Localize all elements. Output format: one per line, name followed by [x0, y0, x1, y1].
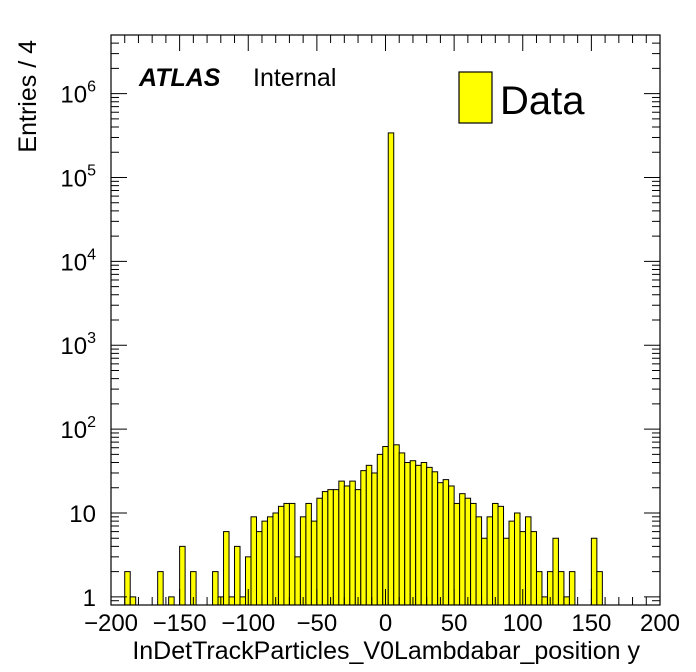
histogram-bar: [448, 485, 455, 606]
y-axis-ticks: [111, 34, 660, 606]
histogram-bar: [212, 571, 219, 606]
histogram-bar: [261, 520, 268, 606]
histogram-bar: [481, 537, 488, 606]
histogram-bar: [332, 489, 340, 606]
y-tick-label: 10: [69, 501, 96, 528]
histogram-bar: [129, 596, 137, 606]
histogram-bar: [530, 531, 537, 606]
histogram-bar: [382, 446, 389, 606]
histogram-bar: [492, 502, 499, 606]
x-tick-label: 0: [379, 610, 392, 637]
histogram-bar: [497, 505, 505, 606]
histogram-bar: [524, 516, 532, 606]
histogram-bar: [387, 132, 395, 606]
histogram-bar: [250, 516, 257, 606]
histogram-bar: [294, 556, 301, 606]
atlas-label: ATLAS: [138, 64, 221, 92]
legend-swatch: [458, 71, 493, 124]
histogram-bars: [124, 132, 603, 606]
histogram-bar: [310, 520, 318, 606]
histogram-bar: [590, 537, 598, 606]
histogram-bar: [371, 472, 378, 606]
x-tick-label: −50: [297, 610, 338, 637]
histogram-bar: [420, 462, 428, 606]
y-tick-label: 105: [60, 163, 96, 193]
histogram-bar: [234, 545, 241, 606]
histogram-bar: [338, 480, 345, 606]
histogram-bar: [283, 502, 290, 606]
histogram-bar: [239, 596, 247, 606]
histogram-bar: [157, 571, 164, 606]
y-axis-title: Entries / 4: [14, 40, 42, 153]
histogram-bar: [266, 516, 274, 606]
histogram-bar: [360, 470, 367, 606]
histogram-bar: [316, 497, 323, 606]
y-tick-label: 103: [60, 330, 96, 360]
histogram-bar: [459, 493, 466, 606]
histogram-bar: [168, 596, 175, 606]
y-tick-label: 106: [60, 79, 96, 109]
histogram-bar: [404, 462, 411, 606]
x-tick-label: 100: [503, 610, 543, 637]
histogram-bar: [486, 516, 494, 606]
histogram-bar: [349, 480, 356, 606]
y-tick-label: 104: [60, 246, 96, 276]
histogram-bar: [343, 485, 351, 606]
histogram-bar: [541, 596, 548, 606]
histogram-bar: [552, 537, 559, 606]
legend-label: Data: [500, 79, 585, 123]
histogram-bar: [568, 571, 576, 606]
histogram-bar: [223, 531, 230, 606]
histogram-bar: [475, 516, 483, 606]
internal-label: Internal: [253, 64, 336, 92]
histogram-bar: [354, 489, 362, 606]
histogram-bar: [514, 512, 521, 606]
x-axis-tick-labels: −200 −150 −100 −50 0 50 100 150 200: [84, 610, 680, 637]
x-tick-label: −150: [153, 610, 207, 637]
histogram-bar: [327, 489, 334, 606]
histogram-bar: [442, 479, 450, 606]
histogram-bar: [398, 452, 406, 606]
histogram-bar: [596, 571, 603, 606]
histogram-bar: [503, 537, 510, 606]
histogram-bar: [376, 453, 384, 606]
x-tick-label: 150: [571, 610, 611, 637]
histogram-bar: [305, 502, 312, 606]
histogram-bar: [321, 491, 329, 606]
x-tick-label: 200: [640, 610, 680, 637]
histogram-bar: [464, 497, 472, 606]
histogram-bar: [508, 520, 516, 606]
x-tick-label: 50: [441, 610, 468, 637]
histogram-bar: [124, 571, 131, 606]
histogram-bar: [535, 571, 543, 606]
histogram-bar: [563, 596, 570, 606]
histogram-bar: [228, 596, 236, 606]
histogram-bar: [437, 482, 444, 606]
histogram-bar: [453, 502, 461, 606]
histogram-bar: [277, 505, 285, 606]
histogram-bar: [179, 545, 186, 606]
y-tick-label: 1: [83, 585, 96, 612]
x-axis-title: InDetTrackParticles_V0Lambdabar_position…: [132, 637, 640, 665]
x-tick-label: −200: [84, 610, 138, 637]
histogram-bar: [415, 464, 422, 606]
histogram-bar: [365, 464, 373, 606]
histogram-bar: [426, 466, 433, 606]
y-axis-tick-labels: 1 10 102 103 104 105 106: [60, 79, 96, 612]
histogram-bar: [557, 571, 565, 606]
histogram-bar: [272, 512, 279, 606]
x-tick-label: −100: [221, 610, 275, 637]
histogram-bar: [393, 444, 400, 606]
y-tick-label: 102: [60, 414, 96, 444]
histogram-bar: [409, 460, 417, 606]
histogram-bar: [431, 471, 439, 606]
histogram-bar: [288, 502, 296, 606]
histogram-bar: [470, 502, 477, 606]
histogram-bar: [299, 516, 307, 606]
histogram-bar: [255, 531, 263, 606]
